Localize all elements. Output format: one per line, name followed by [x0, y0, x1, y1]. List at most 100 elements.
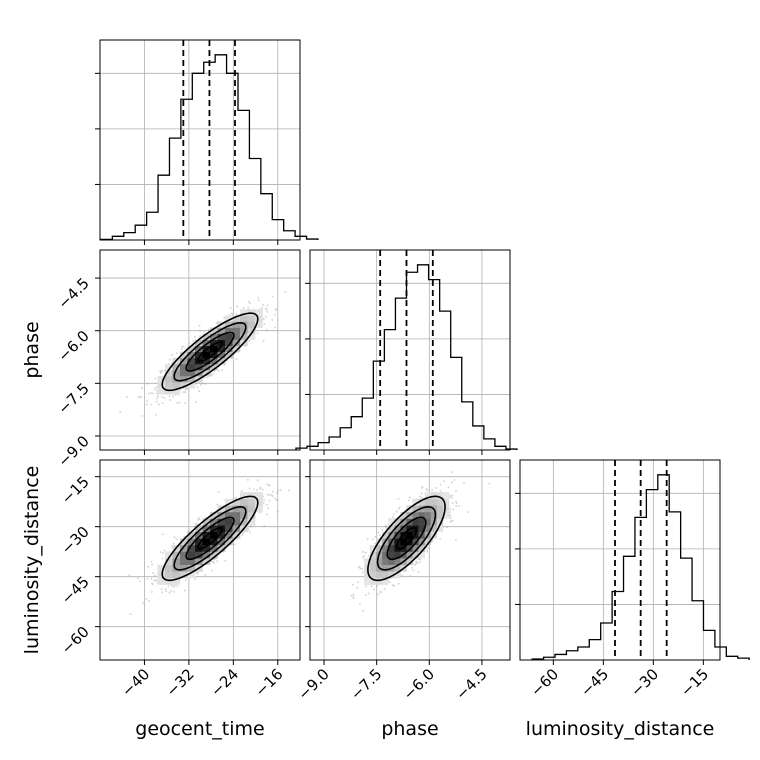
joint-phase-vs-luminosity-distance-density-cell — [382, 564, 389, 572]
histogram-luminosity-distance-xtick-label: −60 — [527, 665, 562, 700]
joint-geocent-time-vs-phase-density-cell — [247, 333, 256, 340]
joint-phase-vs-luminosity-distance-density-cell — [442, 492, 450, 500]
joint-phase-vs-luminosity-distance-density-cell — [424, 492, 432, 500]
joint-geocent-time-vs-phase-density-cell — [194, 351, 203, 359]
joint-geocent-time-vs-phase-density-cell — [240, 333, 248, 340]
joint-geocent-time-vs-luminosity-distance-density-cell — [179, 538, 188, 546]
joint-phase-vs-luminosity-distance-density-cell — [430, 498, 438, 506]
joint-geocent-time-vs-luminosity-distance-density-cell — [194, 525, 203, 533]
joint-geocent-time-vs-luminosity-distance-density-cell — [172, 571, 181, 579]
joint-geocent-time-vs-phase-density-cell — [225, 327, 233, 334]
joint-geocent-time-vs-phase-density-cell — [157, 376, 166, 383]
joint-phase-vs-luminosity-distance-density-cell — [400, 511, 407, 519]
joint-geocent-time-vs-phase-density-cell — [187, 376, 196, 383]
histogram-luminosity-distance-steps — [531, 474, 750, 660]
joint-geocent-time-vs-luminosity-distance-density-cell — [194, 551, 203, 559]
joint-geocent-time-vs-luminosity-distance-density-cell — [255, 505, 263, 513]
joint-geocent-time-vs-phase-contour — [161, 312, 259, 392]
joint-geocent-time-vs-luminosity-distance-density-cell — [187, 558, 196, 566]
joint-geocent-time-vs-luminosity-distance-density-cell — [202, 544, 211, 552]
joint-geocent-time-vs-luminosity-distance-density-cell — [187, 544, 196, 552]
joint-geocent-time-vs-luminosity-distance-xtick-label: −40 — [118, 665, 153, 700]
joint-phase-vs-luminosity-distance-density-cell — [388, 551, 395, 559]
joint-geocent-time-vs-luminosity-distance-density-cell — [240, 505, 248, 513]
joint-phase-vs-luminosity-distance-density-cell — [436, 492, 444, 500]
joint-phase-vs-luminosity-distance-density-cell — [382, 571, 389, 579]
joint-phase-vs-luminosity-distance-density-cell — [400, 525, 407, 533]
joint-phase-vs-luminosity-distance-density-cell — [436, 505, 444, 513]
joint-phase-vs-luminosity-distance-density-cell — [370, 558, 377, 566]
joint-geocent-time-vs-luminosity-distance-density-cell — [247, 498, 256, 506]
joint-geocent-time-vs-phase-density-cell — [225, 333, 233, 340]
joint-geocent-time-vs-phase-density-cell — [210, 357, 218, 365]
joint-geocent-time-vs-luminosity-distance-density-cell — [210, 511, 218, 519]
joint-geocent-time-vs-phase-density-cell — [187, 357, 196, 365]
joint-geocent-time-vs-luminosity-distance-density-cell — [240, 498, 248, 506]
joint-geocent-time-vs-luminosity-distance-contour — [197, 527, 223, 550]
joint-phase-vs-luminosity-distance-density-cell — [430, 492, 438, 500]
joint-geocent-time-vs-phase-density-cell — [187, 369, 196, 377]
joint-phase-vs-luminosity-distance-density-cell — [364, 571, 371, 579]
joint-geocent-time-vs-luminosity-distance-density-cell — [255, 498, 263, 506]
joint-phase-vs-luminosity-distance-density-cell — [382, 531, 389, 539]
joint-geocent-time-vs-luminosity-distance-density-cell — [172, 564, 181, 572]
joint-geocent-time-vs-luminosity-distance-density-cell — [210, 531, 218, 539]
joint-phase-vs-luminosity-distance-contour — [376, 505, 437, 571]
histogram-geocent-time-frame — [99, 39, 301, 241]
joint-geocent-time-vs-luminosity-distance-density-cell — [247, 518, 256, 526]
joint-geocent-time-vs-phase-density-cell — [164, 388, 173, 395]
joint-geocent-time-vs-phase-density-cell — [225, 345, 233, 353]
joint-phase-vs-luminosity-distance-density-cell — [370, 571, 377, 579]
joint-phase-vs-luminosity-distance-density-cell — [412, 531, 419, 539]
joint-phase-vs-luminosity-distance-density-cell — [412, 511, 419, 519]
joint-phase-vs-luminosity-distance-density-cell — [382, 577, 389, 585]
joint-phase-vs-luminosity-distance-density-cell — [418, 538, 425, 546]
joint-phase-vs-luminosity-distance-density-cell — [406, 551, 413, 559]
joint-geocent-time-vs-phase-contour — [173, 321, 247, 382]
joint-phase-vs-luminosity-distance-contour — [367, 495, 446, 582]
joint-geocent-time-vs-phase-density-cell — [179, 376, 188, 383]
joint-geocent-time-vs-luminosity-distance-density-cell — [232, 505, 241, 513]
joint-geocent-time-vs-luminosity-distance-density-cell — [179, 558, 188, 566]
joint-geocent-time-vs-phase-density-cell — [172, 388, 181, 395]
joint-geocent-time-vs-luminosity-distance-density-cell — [164, 577, 173, 585]
joint-geocent-time-vs-luminosity-distance-density-cell — [225, 531, 233, 539]
joint-phase-vs-luminosity-distance-density-cell — [412, 498, 419, 506]
joint-phase-vs-luminosity-distance-density-cell — [442, 505, 450, 513]
joint-geocent-time-vs-phase-contour — [197, 341, 223, 363]
joint-geocent-time-vs-luminosity-distance-density-cell — [179, 564, 188, 572]
joint-geocent-time-vs-phase-density-cell — [225, 351, 233, 359]
joint-phase-vs-luminosity-distance-frame — [309, 459, 511, 661]
joint-geocent-time-vs-luminosity-distance-density-cell — [187, 538, 196, 546]
joint-geocent-time-vs-luminosity-distance-density-cell — [194, 531, 203, 539]
x-axis-label-phase: phase — [381, 718, 438, 740]
joint-geocent-time-vs-luminosity-distance-ytick-label: −45 — [58, 573, 93, 608]
joint-geocent-time-vs-luminosity-distance-density-cell — [179, 551, 188, 559]
joint-phase-vs-luminosity-distance-contour — [395, 526, 417, 550]
joint-phase-vs-luminosity-distance-xtick-label: −9.0 — [294, 665, 332, 703]
joint-geocent-time-vs-phase-density-cell — [232, 315, 241, 322]
joint-geocent-time-vs-luminosity-distance-density-cell — [187, 551, 196, 559]
joint-geocent-time-vs-phase-density-cell — [232, 345, 241, 353]
joint-geocent-time-vs-luminosity-distance-density-cell — [247, 505, 256, 513]
joint-geocent-time-vs-phase-density-cell — [225, 339, 233, 346]
joint-geocent-time-vs-luminosity-distance-xtick-label: −32 — [163, 665, 198, 700]
joint-geocent-time-vs-luminosity-distance-density-cell — [240, 492, 248, 500]
joint-geocent-time-vs-luminosity-distance-density-cell — [187, 571, 196, 579]
joint-geocent-time-vs-phase-density-cell — [232, 321, 241, 328]
joint-geocent-time-vs-phase-density-cell — [217, 351, 226, 359]
joint-phase-vs-luminosity-distance-density-cell — [370, 564, 377, 572]
joint-geocent-time-vs-phase-density-cell — [202, 363, 211, 371]
joint-phase-vs-luminosity-distance-density-cell — [436, 511, 444, 519]
joint-geocent-time-vs-phase-density-cell — [202, 333, 211, 340]
joint-phase-vs-luminosity-distance-density-cell — [394, 558, 401, 566]
joint-geocent-time-vs-phase-density-cell — [210, 363, 218, 371]
joint-geocent-time-vs-phase-density-cell — [225, 315, 233, 322]
x-axis-label-luminosity-distance: luminosity_distance — [526, 718, 715, 740]
joint-geocent-time-vs-phase-density-cell — [172, 382, 181, 389]
joint-geocent-time-vs-phase-density-cell — [179, 382, 188, 389]
joint-geocent-time-vs-luminosity-distance-density-cell — [210, 538, 218, 546]
joint-phase-vs-luminosity-distance-density-cell — [394, 564, 401, 572]
joint-geocent-time-vs-phase-density-cell — [202, 339, 211, 346]
joint-geocent-time-vs-phase-density-cell — [157, 382, 166, 389]
